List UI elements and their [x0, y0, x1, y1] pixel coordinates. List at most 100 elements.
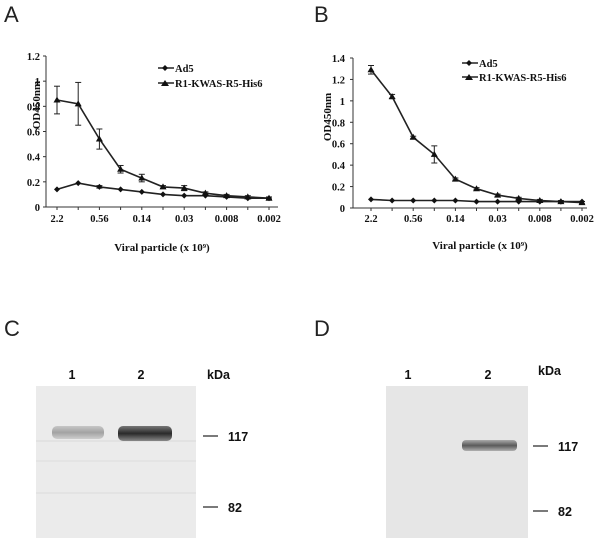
- blot-c-marker-117: 117: [228, 430, 248, 444]
- blot-c-band-lane-1: [52, 426, 104, 439]
- chart-b-markers: [367, 66, 586, 206]
- chart-a-point-r1-kwas-r5-his6: [180, 184, 188, 191]
- blot-c-smear: [36, 492, 196, 494]
- chart-a-point-r1-kwas-r5-his6: [53, 96, 61, 103]
- chart-b-x-ticks: 2.2 0.56 0.14 0.03 0.008 0.002: [364, 208, 594, 225]
- chart-b-x-tick-label: 2.2: [364, 214, 377, 225]
- chart-b-x-axis-title: Viral particle (x 10⁹): [432, 240, 528, 252]
- chart-a-point-r1-kwas-r5-his6: [201, 189, 209, 196]
- chart-b-legend: Ad5 R1-KWAS-R5-His6: [462, 59, 567, 84]
- chart-b-point-ad5: [473, 198, 480, 205]
- chart-a-x-tick-label: 0.03: [175, 214, 193, 225]
- chart-a-point-ad5: [54, 186, 60, 193]
- blot-c-lane-1-label: 1: [69, 368, 76, 382]
- chart-a-x-tick-label: 0.002: [257, 214, 281, 225]
- chart-a-point-r1-kwas-r5-his6: [159, 183, 167, 190]
- chart-b-x-tick-label: 0.008: [528, 214, 552, 225]
- chart-b-point-r1-kwas-r5-his6: [451, 175, 459, 182]
- blot-d-band-lane-2: [462, 440, 517, 451]
- chart-b-point-ad5: [431, 197, 438, 204]
- blot-d-marker-82: 82: [558, 505, 572, 519]
- chart-b-x-tick-label: 0.14: [446, 214, 465, 225]
- blot-d-unit-label: kDa: [538, 364, 562, 378]
- chart-b-point-r1-kwas-r5-his6: [367, 66, 375, 73]
- chart-a-point-r1-kwas-r5-his6: [138, 174, 146, 181]
- blot-d-lane-2-label: 2: [485, 368, 492, 382]
- chart-b-point-r1-kwas-r5-his6: [430, 150, 438, 157]
- chart-a-x-tick-label: 0.008: [215, 214, 239, 225]
- chart-a-y-tick-label: 0: [35, 203, 40, 214]
- panel-label-d: D: [314, 316, 330, 341]
- blot-d: 1 2 kDa 117 82: [386, 364, 578, 538]
- blot-c-lane-2-label: 2: [138, 368, 145, 382]
- chart-b-x-tick-label: 0.002: [570, 214, 594, 225]
- chart-b-point-ad5: [452, 197, 459, 204]
- chart-b-x-tick-label: 0.03: [488, 214, 506, 225]
- chart-b-point-r1-kwas-r5-his6: [388, 93, 396, 100]
- blot-d-lane-1-label: 1: [405, 368, 412, 382]
- chart-a-point-ad5: [117, 186, 124, 193]
- chart-b-point-r1-kwas-r5-his6: [578, 199, 586, 206]
- panel-label-b: B: [314, 2, 329, 27]
- chart-a-legend-ad5: Ad5: [175, 64, 194, 75]
- chart-a-point-ad5: [160, 191, 166, 198]
- chart-b-y-tick-label: 0.2: [332, 183, 345, 194]
- chart-a-point-ad5: [181, 192, 188, 199]
- chart-b-point-r1-kwas-r5-his6: [515, 194, 523, 201]
- chart-a-legend-r1: R1-KWAS-R5-His6: [175, 79, 263, 90]
- chart-b-point-ad5: [368, 196, 374, 203]
- chart-a-legend-ad5-marker: [162, 65, 168, 71]
- chart-b-legend-ad5-marker: [466, 60, 472, 66]
- blot-c-marker-82: 82: [228, 501, 242, 515]
- chart-a-y-tick-label: 1.2: [27, 52, 40, 63]
- chart-b-legend-r1: R1-KWAS-R5-His6: [479, 73, 567, 84]
- chart-a-y-tick-label: 1: [35, 77, 40, 88]
- blot-d-marker-117: 117: [558, 440, 578, 454]
- blot-c-band-lane-2: [118, 426, 172, 441]
- chart-a-y-tick-label: 0.4: [27, 153, 41, 164]
- panel-label-c: C: [4, 316, 20, 341]
- chart-b-point-ad5: [494, 198, 501, 205]
- blot-c: 1 2 kDa 117 82: [36, 368, 248, 538]
- chart-b-y-tick-label: 0.4: [332, 161, 346, 172]
- chart-b-y-tick-label: 1: [340, 97, 345, 108]
- chart-b-error-bars: [368, 65, 585, 205]
- chart-a-x-ticks: 2.2 0.56 0.14 0.03 0.008 0.002: [50, 207, 281, 225]
- chart-b-point-r1-kwas-r5-his6: [494, 191, 502, 198]
- blot-c-unit-label: kDa: [207, 368, 231, 382]
- chart-b-legend-r1-marker: [465, 74, 473, 80]
- chart-b-point-r1-kwas-r5-his6: [536, 197, 544, 203]
- chart-a-y-axis-title: OD450nm: [31, 81, 43, 129]
- chart-a-legend: Ad5 R1-KWAS-R5-His6: [158, 64, 263, 90]
- chart-a-point-r1-kwas-r5-his6: [74, 100, 82, 107]
- chart-a-x-axis-title: Viral particle (x 10⁹): [114, 242, 210, 254]
- chart-a-point-ad5: [75, 180, 82, 187]
- chart-a-x-tick-label: 2.2: [50, 214, 63, 225]
- chart-a-error-bars: [54, 81, 272, 200]
- chart-a-y-tick-label: 0.6: [27, 128, 40, 139]
- chart-a-y-tick-label: 0.2: [27, 178, 40, 189]
- panel-label-a: A: [4, 2, 19, 27]
- chart-b-lines: [370, 69, 583, 204]
- chart-a-y-ticks: 0 0.2 0.4 0.6 0.8 1 1.2: [27, 52, 46, 214]
- chart-a-point-ad5: [96, 183, 103, 190]
- chart-a-markers: [53, 96, 273, 202]
- chart-b-x-tick-label: 0.56: [404, 214, 422, 225]
- chart-a-point-r1-kwas-r5-his6: [95, 135, 103, 142]
- chart-a-point-ad5: [138, 188, 145, 195]
- chart-b-y-tick-label: 1.4: [332, 54, 346, 65]
- chart-b-point-ad5: [389, 197, 396, 204]
- blot-c-smear: [36, 460, 196, 462]
- chart-b-y-axis-title: OD450nm: [322, 93, 334, 141]
- chart-b-y-tick-label: 0: [340, 204, 345, 215]
- chart-a-legend-r1-marker: [161, 80, 169, 86]
- chart-b: 0 0.2 0.4 0.6 0.8 1 1.2 1.4 2.2 0.56 0.14 0.03 0.00…: [322, 54, 594, 252]
- chart-a-point-r1-kwas-r5-his6: [223, 192, 231, 199]
- chart-b-y-tick-label: 1.2: [332, 75, 345, 86]
- chart-b-point-r1-kwas-r5-his6: [473, 185, 480, 192]
- chart-a-y-tick-label: 0.8: [27, 102, 40, 113]
- chart-b-point-ad5: [410, 197, 417, 204]
- chart-b-y-tick-label: 0.8: [332, 118, 345, 129]
- chart-b-point-r1-kwas-r5-his6: [557, 198, 565, 205]
